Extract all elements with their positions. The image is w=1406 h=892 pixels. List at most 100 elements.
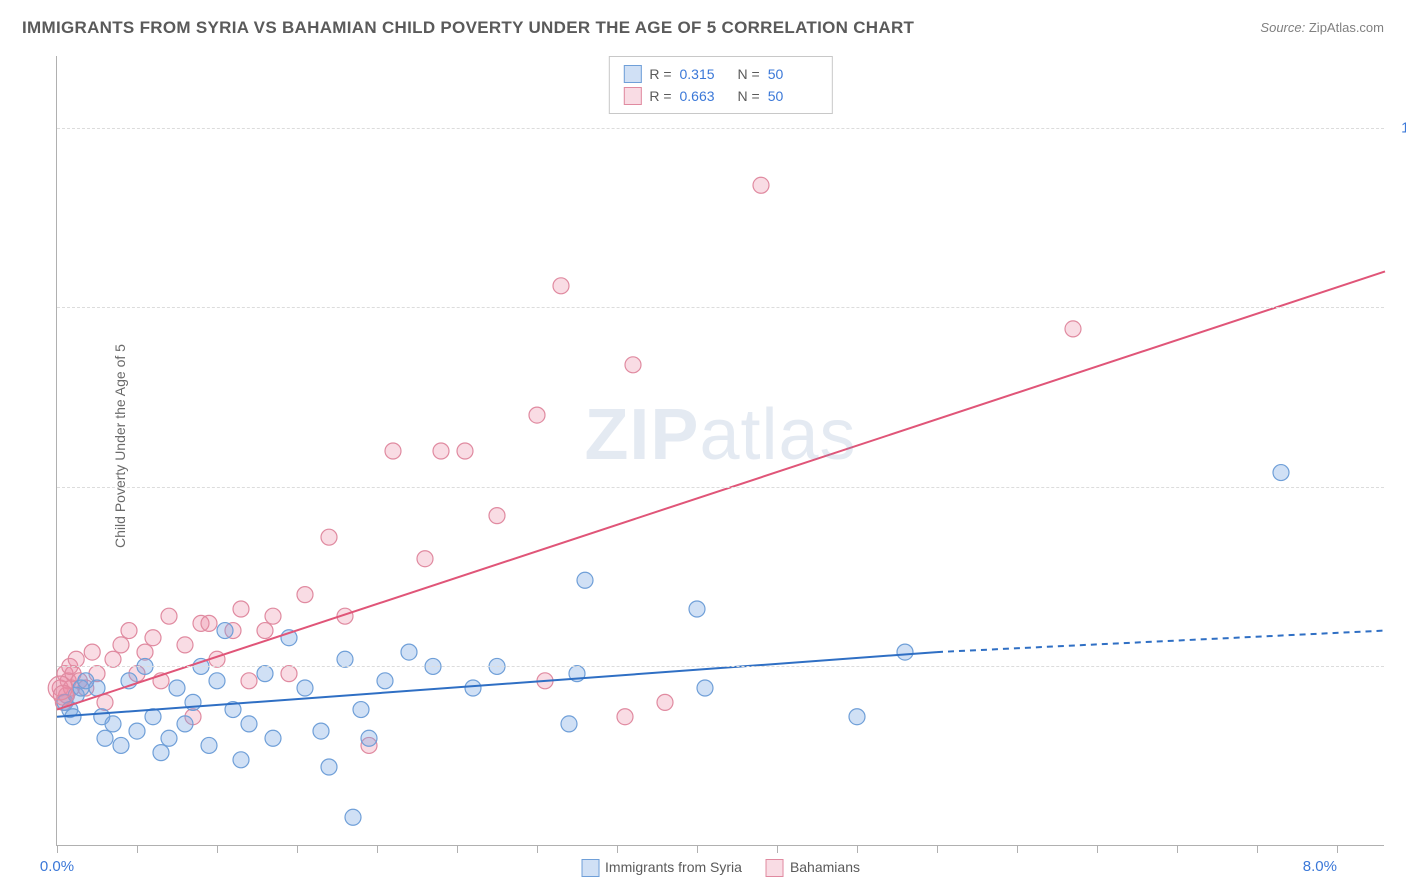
- scatter-point: [457, 443, 473, 459]
- scatter-point: [113, 737, 129, 753]
- scatter-point: [337, 651, 353, 667]
- y-tick-label: 25.0%: [1392, 658, 1406, 675]
- scatter-point: [209, 673, 225, 689]
- legend-n-label: N =: [738, 88, 760, 104]
- x-tick: [217, 845, 218, 853]
- x-tick: [377, 845, 378, 853]
- legend-r-value-2: 0.663: [680, 88, 730, 104]
- legend-item-series1: Immigrants from Syria: [581, 859, 742, 877]
- scatter-point: [177, 637, 193, 653]
- scatter-point: [377, 673, 393, 689]
- scatter-point: [321, 529, 337, 545]
- scatter-point: [257, 666, 273, 682]
- legend-r-label: R =: [649, 66, 671, 82]
- legend-n-value-1: 50: [768, 66, 818, 82]
- x-tick: [777, 845, 778, 853]
- scatter-point: [233, 601, 249, 617]
- plot-area: ZIPatlas R = 0.315 N = 50 R = 0.663 N = …: [56, 56, 1384, 846]
- scatter-point: [161, 730, 177, 746]
- legend-n-label: N =: [738, 66, 760, 82]
- scatter-point: [177, 716, 193, 732]
- scatter-point: [617, 709, 633, 725]
- scatter-point: [84, 644, 100, 660]
- y-tick-label: 75.0%: [1392, 299, 1406, 316]
- legend-swatch-series1: [623, 65, 641, 83]
- scatter-point: [465, 680, 481, 696]
- scatter-point: [97, 730, 113, 746]
- scatter-point: [849, 709, 865, 725]
- scatter-point: [137, 644, 153, 660]
- x-tick: [857, 845, 858, 853]
- scatter-point: [1065, 321, 1081, 337]
- x-tick: [457, 845, 458, 853]
- x-tick: [617, 845, 618, 853]
- trend-line: [57, 271, 1385, 709]
- x-tick: [1337, 845, 1338, 853]
- x-tick: [1017, 845, 1018, 853]
- scatter-point: [321, 759, 337, 775]
- scatter-point: [257, 623, 273, 639]
- scatter-point: [233, 752, 249, 768]
- legend-swatch-series2: [623, 87, 641, 105]
- source-attribution: Source: ZipAtlas.com: [1260, 20, 1384, 35]
- scatter-point: [121, 623, 137, 639]
- gridline: [57, 487, 1384, 488]
- x-tick: [137, 845, 138, 853]
- x-tick: [57, 845, 58, 853]
- y-tick-label: 50.0%: [1392, 478, 1406, 495]
- source-value: ZipAtlas.com: [1309, 20, 1384, 35]
- x-tick: [1177, 845, 1178, 853]
- scatter-point: [265, 608, 281, 624]
- legend-series: Immigrants from Syria Bahamians: [581, 859, 860, 877]
- x-tick-label: 8.0%: [1303, 858, 1337, 875]
- legend-label-series2: Bahamians: [790, 859, 860, 875]
- scatter-point: [145, 709, 161, 725]
- x-tick: [537, 845, 538, 853]
- legend-swatch-series1: [581, 859, 599, 877]
- x-tick-label: 0.0%: [40, 858, 74, 875]
- scatter-point: [265, 730, 281, 746]
- x-tick: [937, 845, 938, 853]
- scatter-point: [145, 630, 161, 646]
- scatter-point: [217, 623, 233, 639]
- scatter-point: [297, 587, 313, 603]
- scatter-point: [241, 673, 257, 689]
- legend-r-label: R =: [649, 88, 671, 104]
- gridline: [57, 307, 1384, 308]
- y-tick-label: 100.0%: [1392, 119, 1406, 136]
- x-tick: [1097, 845, 1098, 853]
- chart-title: IMMIGRANTS FROM SYRIA VS BAHAMIAN CHILD …: [22, 18, 914, 38]
- x-tick: [1257, 845, 1258, 853]
- scatter-point: [361, 730, 377, 746]
- scatter-point: [169, 680, 185, 696]
- legend-item-series2: Bahamians: [766, 859, 860, 877]
- scatter-point: [577, 572, 593, 588]
- scatter-point: [625, 357, 641, 373]
- scatter-point: [417, 551, 433, 567]
- scatter-point: [313, 723, 329, 739]
- scatter-point: [657, 694, 673, 710]
- legend-swatch-series2: [766, 859, 784, 877]
- legend-row-series1: R = 0.315 N = 50: [623, 63, 817, 85]
- scatter-point: [689, 601, 705, 617]
- scatter-point: [561, 716, 577, 732]
- legend-correlation: R = 0.315 N = 50 R = 0.663 N = 50: [608, 56, 832, 114]
- trend-line: [937, 631, 1385, 653]
- scatter-point: [129, 723, 145, 739]
- scatter-point: [345, 809, 361, 825]
- scatter-point: [201, 737, 217, 753]
- legend-label-series1: Immigrants from Syria: [605, 859, 742, 875]
- scatter-point: [489, 508, 505, 524]
- scatter-point: [201, 615, 217, 631]
- scatter-point: [1273, 465, 1289, 481]
- legend-r-value-1: 0.315: [680, 66, 730, 82]
- scatter-point: [897, 644, 913, 660]
- scatter-point: [153, 745, 169, 761]
- source-label: Source:: [1260, 20, 1305, 35]
- scatter-point: [161, 608, 177, 624]
- scatter-point: [113, 637, 129, 653]
- scatter-point: [53, 685, 73, 705]
- scatter-point: [68, 651, 84, 667]
- scatter-point: [281, 666, 297, 682]
- scatter-point: [753, 177, 769, 193]
